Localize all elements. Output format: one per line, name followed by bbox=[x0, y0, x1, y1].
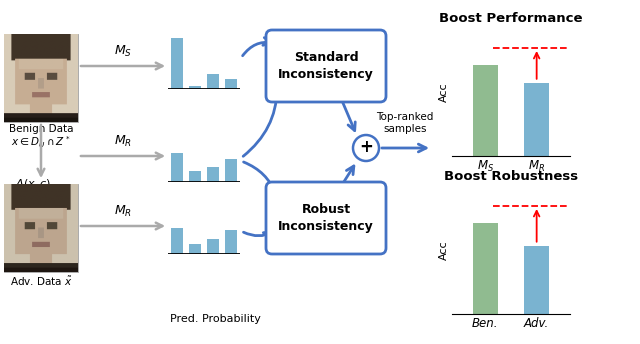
Title: Boost Robustness: Boost Robustness bbox=[444, 170, 578, 183]
Bar bbox=[189, 244, 201, 254]
Y-axis label: Acc: Acc bbox=[439, 240, 449, 260]
Text: $M_S$: $M_S$ bbox=[114, 44, 132, 59]
Text: +: + bbox=[359, 139, 373, 157]
Bar bbox=[524, 83, 550, 156]
Bar bbox=[207, 239, 219, 254]
Bar bbox=[472, 223, 498, 314]
Bar bbox=[472, 65, 498, 156]
FancyBboxPatch shape bbox=[266, 30, 386, 102]
Bar bbox=[207, 167, 219, 182]
Text: Top-ranked
samples: Top-ranked samples bbox=[376, 112, 434, 134]
Bar bbox=[524, 246, 550, 314]
Bar bbox=[189, 86, 201, 89]
Bar bbox=[225, 79, 237, 89]
Text: Standard
Inconsistency: Standard Inconsistency bbox=[278, 51, 374, 81]
Text: Benign Data: Benign Data bbox=[9, 124, 73, 134]
Circle shape bbox=[353, 135, 379, 161]
Bar bbox=[189, 171, 201, 182]
Bar bbox=[225, 230, 237, 254]
Text: $x \in D_U \cap Z^*$: $x \in D_U \cap Z^*$ bbox=[12, 134, 70, 150]
Text: $M_R$: $M_R$ bbox=[114, 134, 132, 149]
Title: Boost Performance: Boost Performance bbox=[439, 12, 583, 25]
Bar bbox=[171, 153, 183, 182]
Bar bbox=[225, 159, 237, 182]
Bar bbox=[171, 228, 183, 254]
Text: Pred. Probability: Pred. Probability bbox=[170, 314, 260, 324]
Y-axis label: Acc: Acc bbox=[439, 82, 449, 102]
FancyBboxPatch shape bbox=[266, 182, 386, 254]
Bar bbox=[207, 74, 219, 89]
Text: Robust
Inconsistency: Robust Inconsistency bbox=[278, 203, 374, 233]
Text: $A(x, c)$: $A(x, c)$ bbox=[15, 178, 51, 191]
Bar bbox=[171, 38, 183, 89]
Text: Adv. Data $\tilde{x}$: Adv. Data $\tilde{x}$ bbox=[10, 275, 72, 288]
Text: $M_R$: $M_R$ bbox=[114, 204, 132, 219]
